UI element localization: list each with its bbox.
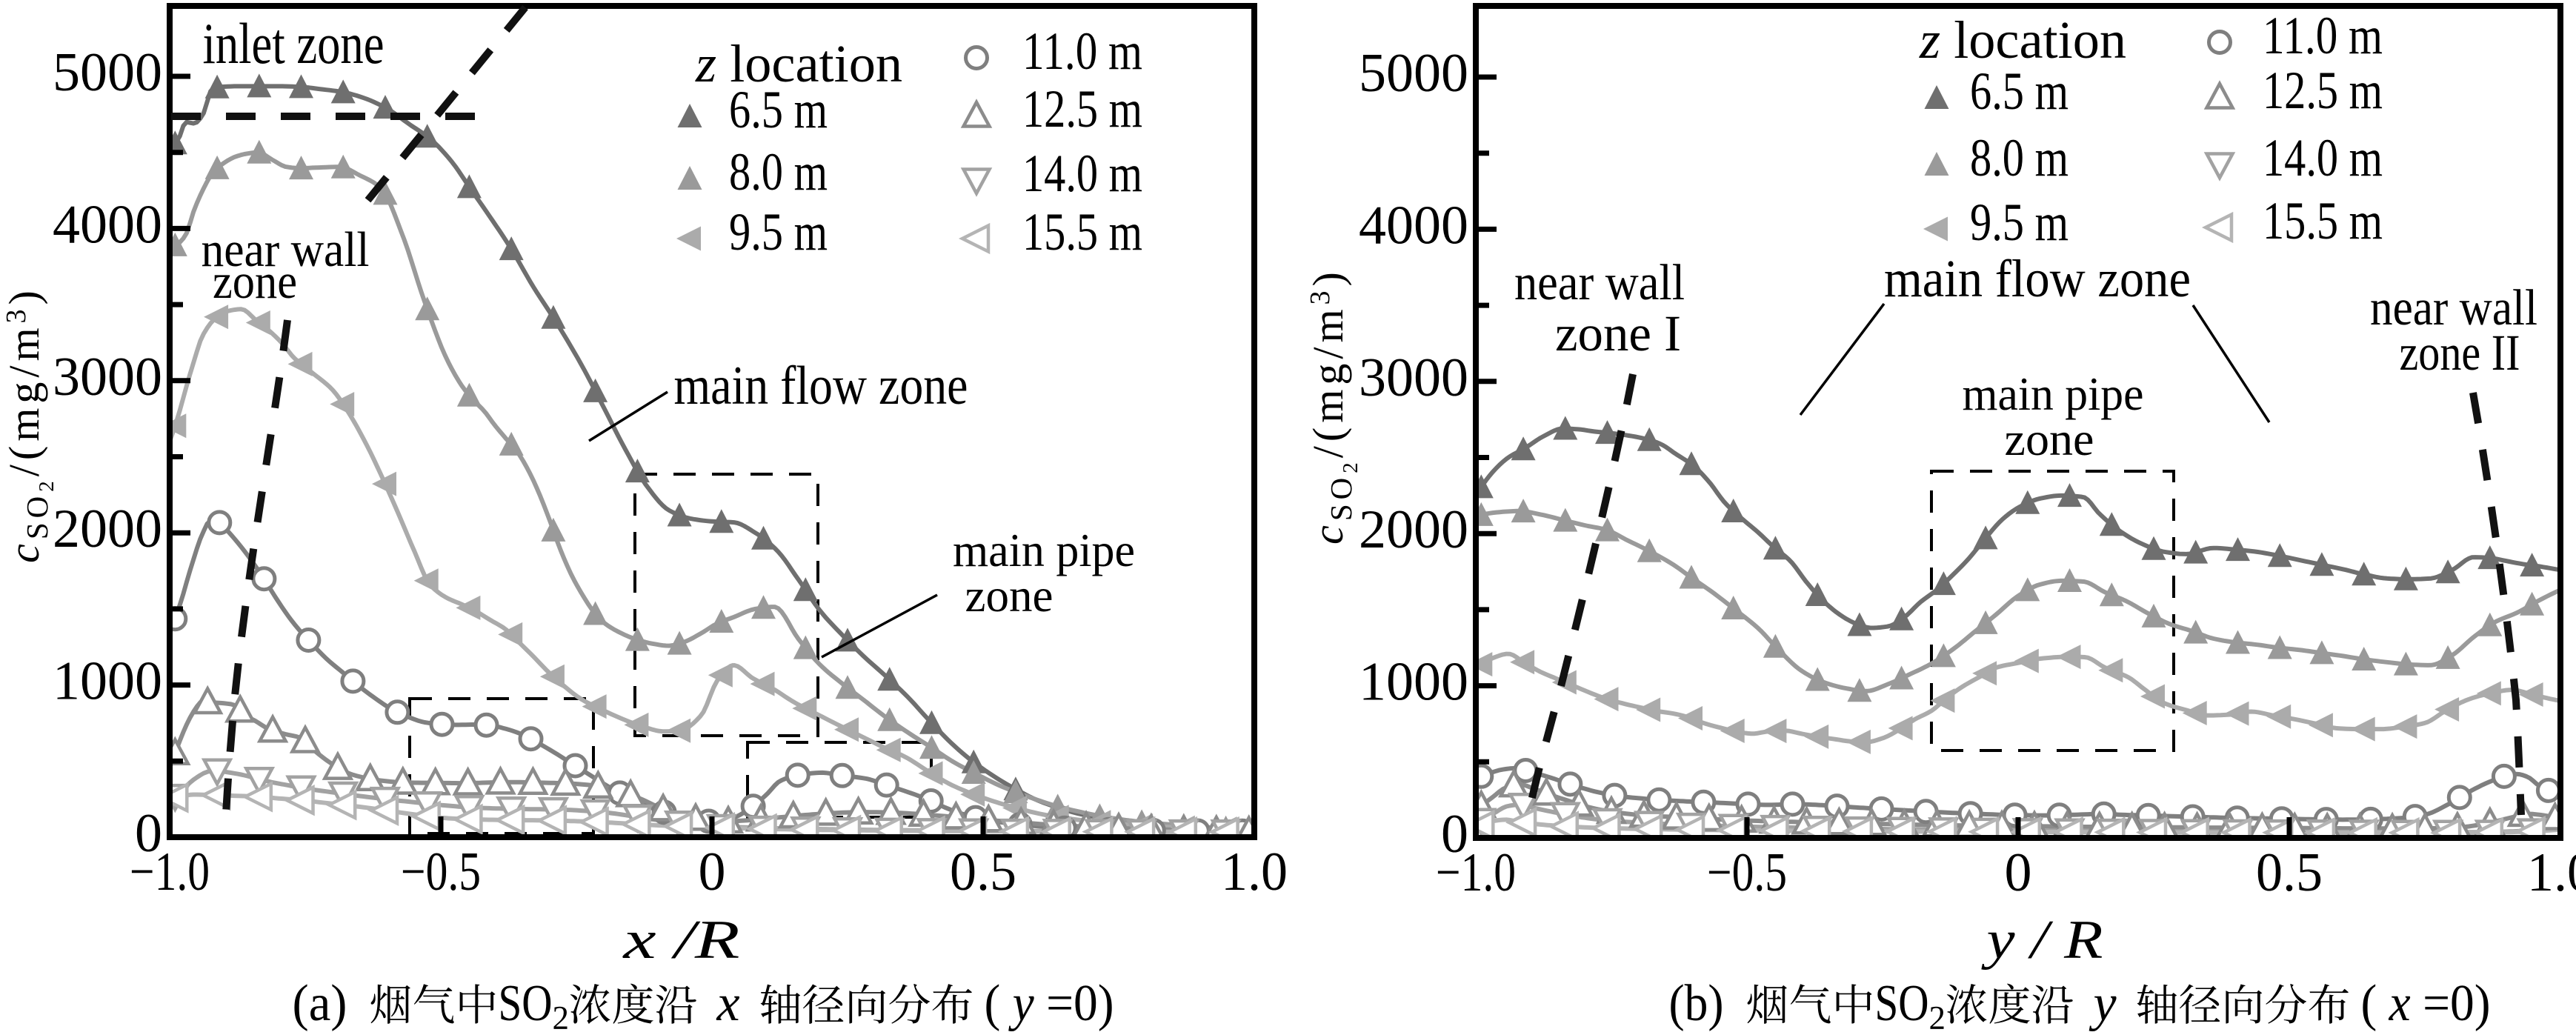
svg-text:inlet zone: inlet zone [203,11,385,76]
svg-text:( y =0): ( y =0) [985,975,1114,1031]
svg-text:3000: 3000 [53,347,162,407]
svg-text:zone I: zone I [1555,305,1681,362]
svg-text:(b): (b) [1669,975,1724,1031]
svg-text:14.0 m: 14.0 m [1022,144,1142,203]
svg-text:SO2: SO2 [499,975,570,1031]
svg-text:x /R: x /R [622,910,739,971]
svg-text:0.5: 0.5 [2256,842,2323,903]
svg-text:6.5 m: 6.5 m [1970,61,2069,121]
svg-text:x: x [716,975,740,1031]
svg-text:6.5 m: 6.5 m [729,80,828,139]
svg-text:12.5 m: 12.5 m [2263,61,2383,120]
svg-text:main flow zone: main flow zone [674,356,968,416]
svg-text:−0.5: −0.5 [401,842,481,902]
svg-text:main pipe: main pipe [953,524,1135,576]
svg-text:2000: 2000 [1359,499,1468,560]
svg-text:−1.0: −1.0 [130,842,210,902]
svg-text:5000: 5000 [1359,43,1468,104]
svg-text:11.0 m: 11.0 m [2263,6,2383,65]
svg-text:zone: zone [2005,413,2094,465]
svg-text:15.5 m: 15.5 m [2263,191,2383,250]
svg-text:zone: zone [965,569,1054,622]
svg-text:zone: zone [213,254,297,309]
svg-text:z location: z location [695,34,902,93]
svg-text:SO2: SO2 [1875,975,1946,1031]
svg-text:near wall: near wall [202,222,370,277]
svg-text:0.5: 0.5 [950,842,1016,902]
svg-text:0: 0 [135,803,162,864]
svg-text:1000: 1000 [1359,652,1468,713]
svg-text:near wall: near wall [2370,279,2537,336]
svg-text:0: 0 [1441,804,1468,865]
svg-text:8.0 m: 8.0 m [729,142,828,202]
svg-text:(a): (a) [293,975,347,1031]
svg-text:2000: 2000 [53,499,162,559]
svg-text:main pipe: main pipe [1963,367,2144,420]
svg-text:9.5 m: 9.5 m [1970,193,2069,252]
svg-text:0: 0 [2005,842,2032,903]
svg-text:−0.5: −0.5 [1707,842,1787,903]
svg-text:1000: 1000 [53,651,162,712]
svg-text:near wall: near wall [1514,254,1685,310]
svg-text:y / R: y / R [1980,910,2103,971]
svg-text:3000: 3000 [1359,347,1468,408]
svg-text:8.0 m: 8.0 m [1970,128,2069,187]
svg-text:11.0 m: 11.0 m [1022,21,1142,81]
svg-text:5000: 5000 [53,42,162,103]
svg-text:12.5 m: 12.5 m [1022,79,1142,139]
svg-text:y: y [2089,975,2117,1031]
svg-text:14.0 m: 14.0 m [2263,128,2383,187]
svg-text:1.0: 1.0 [2527,842,2576,903]
svg-text:4000: 4000 [53,194,162,255]
svg-text:( x =0): ( x =0) [2361,975,2491,1031]
svg-text:z location: z location [1919,10,2126,70]
svg-text:4000: 4000 [1359,195,1468,256]
svg-text:0: 0 [699,842,726,902]
svg-text:9.5 m: 9.5 m [729,202,828,262]
svg-text:−1.0: −1.0 [1436,842,1516,903]
svg-text:cSO2/(mg/m3): cSO2/(mg/m3) [0,286,59,563]
svg-text:zone II: zone II [2400,325,2520,381]
svg-text:1.0: 1.0 [1221,842,1288,902]
svg-text:main flow zone: main flow zone [1884,249,2191,308]
svg-text:15.5 m: 15.5 m [1022,202,1142,262]
svg-text:cSO2/(mg/m3): cSO2/(mg/m3) [1304,267,1362,545]
